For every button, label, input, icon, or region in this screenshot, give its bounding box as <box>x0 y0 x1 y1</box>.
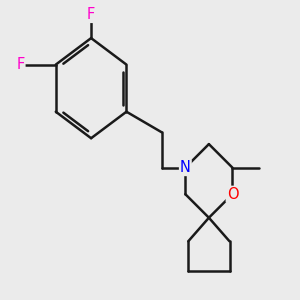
Text: F: F <box>87 7 95 22</box>
Text: N: N <box>180 160 191 175</box>
Text: O: O <box>226 187 238 202</box>
Text: F: F <box>16 57 25 72</box>
